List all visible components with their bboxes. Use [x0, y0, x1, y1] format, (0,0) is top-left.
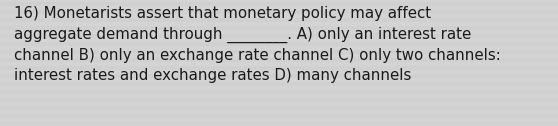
Text: 16) Monetarists assert that monetary policy may affect
aggregate demand through : 16) Monetarists assert that monetary pol…: [14, 6, 501, 83]
Bar: [0, 66, 558, 70]
Bar: [0, 34, 558, 38]
Bar: [0, 90, 558, 94]
Bar: [0, 106, 558, 110]
Bar: [0, 98, 558, 102]
Bar: [0, 42, 558, 46]
Bar: [0, 10, 558, 14]
Bar: [0, 2, 558, 6]
Bar: [0, 122, 558, 126]
Bar: [0, 82, 558, 86]
Bar: [0, 18, 558, 22]
Bar: [0, 50, 558, 54]
Bar: [0, 26, 558, 30]
Bar: [0, 58, 558, 62]
Bar: [0, 74, 558, 78]
Bar: [0, 114, 558, 118]
